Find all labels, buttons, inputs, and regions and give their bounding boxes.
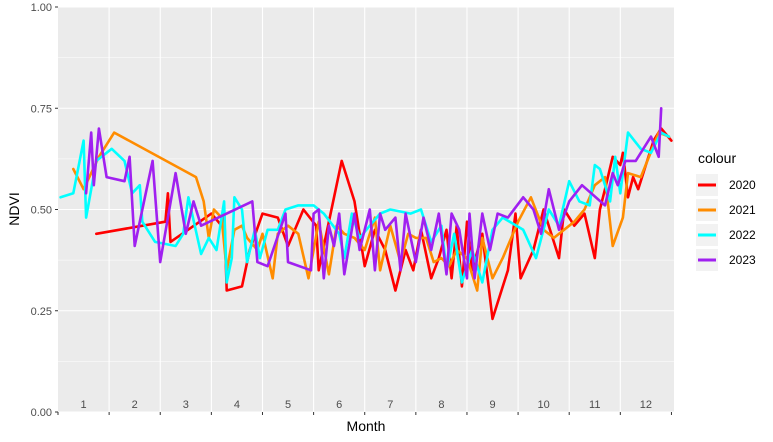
x-axis-title: Month (347, 418, 386, 434)
legend-label-2023: 2023 (729, 253, 756, 267)
y-axis-title: NDVI (6, 192, 22, 225)
month-labels: 1 2 3 4 5 6 7 8 9 10 11 12 (80, 399, 652, 411)
y-tick-label: 0.50 (31, 205, 52, 217)
legend: colour 2020 2021 2022 2023 (696, 150, 756, 271)
month-label: 6 (336, 399, 342, 411)
grid-major (58, 6, 674, 413)
month-label: 4 (234, 399, 240, 411)
month-label: 10 (538, 399, 550, 411)
y-tick-label: 0.25 (31, 306, 52, 318)
y-tick-label: 1.00 (31, 2, 52, 14)
series-line-2022 (59, 131, 671, 284)
month-label: 7 (387, 399, 393, 411)
y-axis: 0.00 0.25 0.50 0.75 1.00 (31, 2, 58, 419)
month-label: 2 (132, 399, 138, 411)
x-axis (57, 412, 672, 415)
month-label: 3 (183, 399, 189, 411)
series-line-2023 (84, 107, 663, 280)
legend-label-2021: 2021 (729, 203, 756, 217)
month-label: 12 (640, 399, 652, 411)
month-label: 11 (589, 399, 600, 411)
month-label: 9 (489, 399, 495, 411)
month-label: 1 (80, 399, 86, 411)
series-line-2021 (72, 131, 671, 292)
legend-label-2022: 2022 (729, 228, 756, 242)
series-layer (59, 107, 673, 321)
legend-title: colour (698, 150, 736, 166)
month-label: 5 (285, 399, 291, 411)
month-label: 8 (438, 399, 444, 411)
y-tick-label: 0.75 (31, 103, 52, 115)
legend-label-2020: 2020 (729, 178, 756, 192)
y-tick-label: 0.00 (31, 407, 52, 419)
